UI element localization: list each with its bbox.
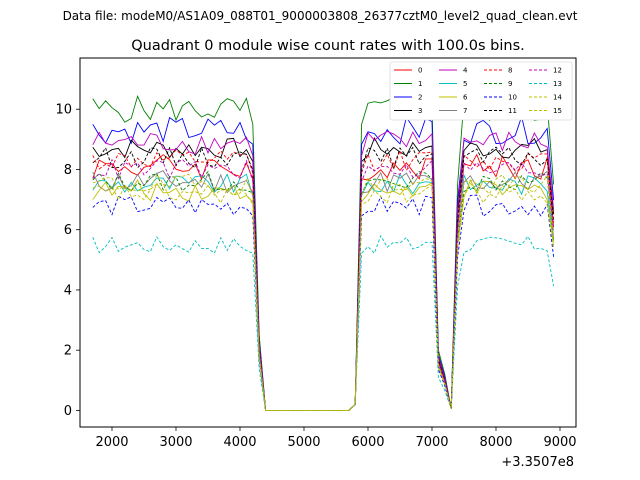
y-tick-label: 10 [55, 103, 72, 118]
legend-label-4: 4 [463, 67, 468, 75]
x-tick-label: 7000 [415, 435, 448, 450]
x-tick-label: 2000 [95, 435, 128, 450]
tick-layer: 2000 3000 4000 5000 6000 7000 8000 9000 0 2 4 6 8 10 [55, 103, 576, 450]
y-tick-label: 6 [64, 223, 72, 238]
legend-label-5: 5 [463, 80, 467, 88]
legend-label-6: 6 [463, 94, 468, 102]
x-tick-label: 6000 [351, 435, 384, 450]
y-tick-label: 0 [64, 404, 72, 419]
legend-label-7: 7 [463, 107, 467, 115]
legend-label-9: 9 [508, 80, 512, 88]
chart-suptitle: Data file: modeM0/AS1A09_088T01_90000038… [63, 9, 578, 23]
legend-label-13: 13 [553, 80, 562, 88]
series-line-8 [92, 149, 555, 411]
legend-label-12: 12 [553, 67, 562, 75]
y-tick-label: 2 [64, 344, 72, 359]
legend-label-0: 0 [418, 67, 422, 75]
series-line-13 [92, 234, 555, 411]
series-line-15 [92, 173, 555, 411]
x-tick-label: 8000 [479, 435, 512, 450]
series-layer [92, 94, 555, 411]
y-tick-label: 8 [64, 163, 72, 178]
legend-label-2: 2 [418, 94, 422, 102]
legend-label-3: 3 [418, 107, 422, 115]
x-offset-label: +3.3507e8 [501, 455, 574, 470]
series-line-12 [92, 158, 555, 411]
legend-label-11: 11 [508, 107, 517, 115]
legend-box [389, 61, 573, 121]
axes-frame [79, 57, 577, 428]
legend-label-8: 8 [508, 67, 512, 75]
x-tick-label: 5000 [287, 435, 320, 450]
x-tick-label: 9000 [543, 435, 576, 450]
legend-label-14: 14 [553, 94, 562, 102]
legend-label-15: 15 [553, 107, 562, 115]
legend-label-10: 10 [508, 94, 517, 102]
x-tick-label: 3000 [159, 435, 192, 450]
x-tick-label: 4000 [223, 435, 256, 450]
legend-label-1: 1 [418, 80, 422, 88]
chart-title: Quadrant 0 module wise count rates with … [131, 38, 525, 54]
y-tick-label: 4 [64, 283, 72, 298]
